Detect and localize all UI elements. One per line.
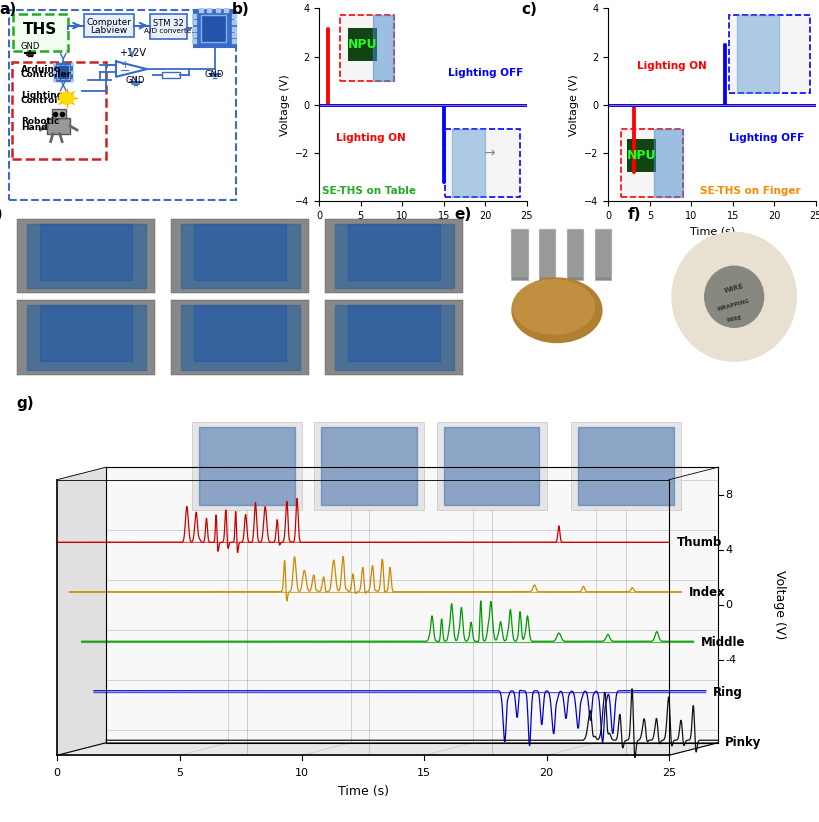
Text: +: + (120, 60, 129, 70)
Text: Robotic: Robotic (20, 117, 59, 126)
Polygon shape (57, 467, 106, 755)
Bar (52, 109, 66, 118)
Bar (17, 219, 155, 293)
Text: SE-THS on Table: SE-THS on Table (321, 187, 415, 196)
Text: Computer: Computer (87, 18, 132, 27)
Bar (48, 118, 70, 134)
Text: GND: GND (205, 71, 224, 80)
Bar (436, 422, 546, 510)
Text: SE-THS on Finger: SE-THS on Finger (699, 187, 799, 196)
Text: Time (s): Time (s) (337, 785, 388, 798)
Bar (566, 229, 582, 279)
Text: 25: 25 (661, 768, 676, 778)
Text: NPU: NPU (626, 149, 655, 162)
Text: c): c) (521, 2, 536, 17)
Bar (194, 10, 234, 47)
Text: −: − (120, 65, 130, 78)
Text: Lighting OFF: Lighting OFF (447, 68, 523, 78)
Text: Lighting ON: Lighting ON (636, 61, 706, 71)
Text: THS: THS (23, 22, 57, 37)
Circle shape (704, 266, 762, 327)
Bar (201, 15, 226, 42)
Bar (11, 62, 106, 159)
Text: Control: Control (20, 96, 58, 105)
Text: 0: 0 (725, 600, 731, 610)
Bar (571, 422, 681, 510)
Bar (325, 219, 463, 293)
Bar (340, 16, 393, 81)
Text: NPU: NPU (347, 38, 377, 51)
Bar (13, 14, 68, 51)
Circle shape (672, 233, 795, 361)
Bar (171, 219, 309, 293)
Bar (54, 63, 72, 81)
Y-axis label: Voltage (V): Voltage (V) (279, 74, 289, 136)
Text: Pinky: Pinky (725, 737, 761, 749)
X-axis label: Time (s): Time (s) (400, 227, 445, 237)
Text: 4: 4 (725, 545, 731, 555)
Text: →: → (483, 146, 495, 160)
Text: Voltage (V): Voltage (V) (771, 570, 785, 640)
Text: Hand: Hand (20, 122, 48, 132)
Text: WIRE: WIRE (725, 315, 742, 323)
Text: g): g) (16, 396, 34, 411)
Text: GND: GND (125, 76, 145, 85)
Text: Index: Index (688, 586, 725, 599)
Polygon shape (106, 467, 717, 743)
Circle shape (59, 92, 74, 104)
Bar (510, 229, 527, 279)
Bar (348, 28, 377, 62)
Bar (445, 129, 519, 196)
Text: b): b) (232, 2, 250, 17)
Text: 5: 5 (176, 768, 183, 778)
Bar (17, 300, 155, 375)
Text: e): e) (454, 207, 471, 222)
Text: d): d) (0, 207, 2, 222)
Text: WRAPPING: WRAPPING (717, 298, 750, 312)
Text: Lighting ON: Lighting ON (336, 133, 405, 143)
Text: A/D converter: A/D converter (143, 29, 194, 35)
Text: 8: 8 (725, 490, 731, 500)
Bar (161, 72, 180, 78)
Bar (620, 129, 682, 196)
Bar (314, 422, 423, 510)
Ellipse shape (512, 279, 594, 334)
Polygon shape (57, 743, 717, 755)
Text: GND: GND (20, 43, 39, 51)
Bar (538, 229, 554, 279)
Text: f): f) (627, 207, 640, 222)
Text: 0: 0 (53, 768, 61, 778)
Bar (325, 300, 463, 375)
Text: WIRE: WIRE (722, 283, 744, 293)
Bar (594, 229, 610, 279)
Text: 15: 15 (417, 768, 431, 778)
Y-axis label: Voltage (V): Voltage (V) (568, 74, 578, 136)
Text: Lighting: Lighting (20, 90, 63, 99)
Text: 20: 20 (539, 768, 553, 778)
Text: Arduino: Arduino (20, 65, 61, 74)
Text: Ring: Ring (713, 686, 742, 700)
Text: Lighting OFF: Lighting OFF (728, 133, 803, 143)
Text: a): a) (0, 2, 16, 17)
Text: Middle: Middle (700, 636, 744, 649)
Text: Thumb: Thumb (676, 536, 721, 549)
Bar (626, 139, 655, 173)
Text: Controller: Controller (20, 71, 72, 80)
Text: STM 32: STM 32 (153, 19, 184, 28)
Bar (57, 65, 70, 79)
Bar (84, 14, 134, 37)
Ellipse shape (511, 278, 601, 343)
X-axis label: Time (s): Time (s) (689, 227, 734, 237)
Bar (171, 300, 309, 375)
Bar (728, 16, 809, 93)
Bar (192, 422, 301, 510)
Text: +12V: +12V (119, 48, 146, 58)
Text: -4: -4 (725, 655, 735, 665)
Text: Labview: Labview (90, 26, 128, 35)
Bar (150, 14, 187, 39)
Text: 10: 10 (295, 768, 309, 778)
